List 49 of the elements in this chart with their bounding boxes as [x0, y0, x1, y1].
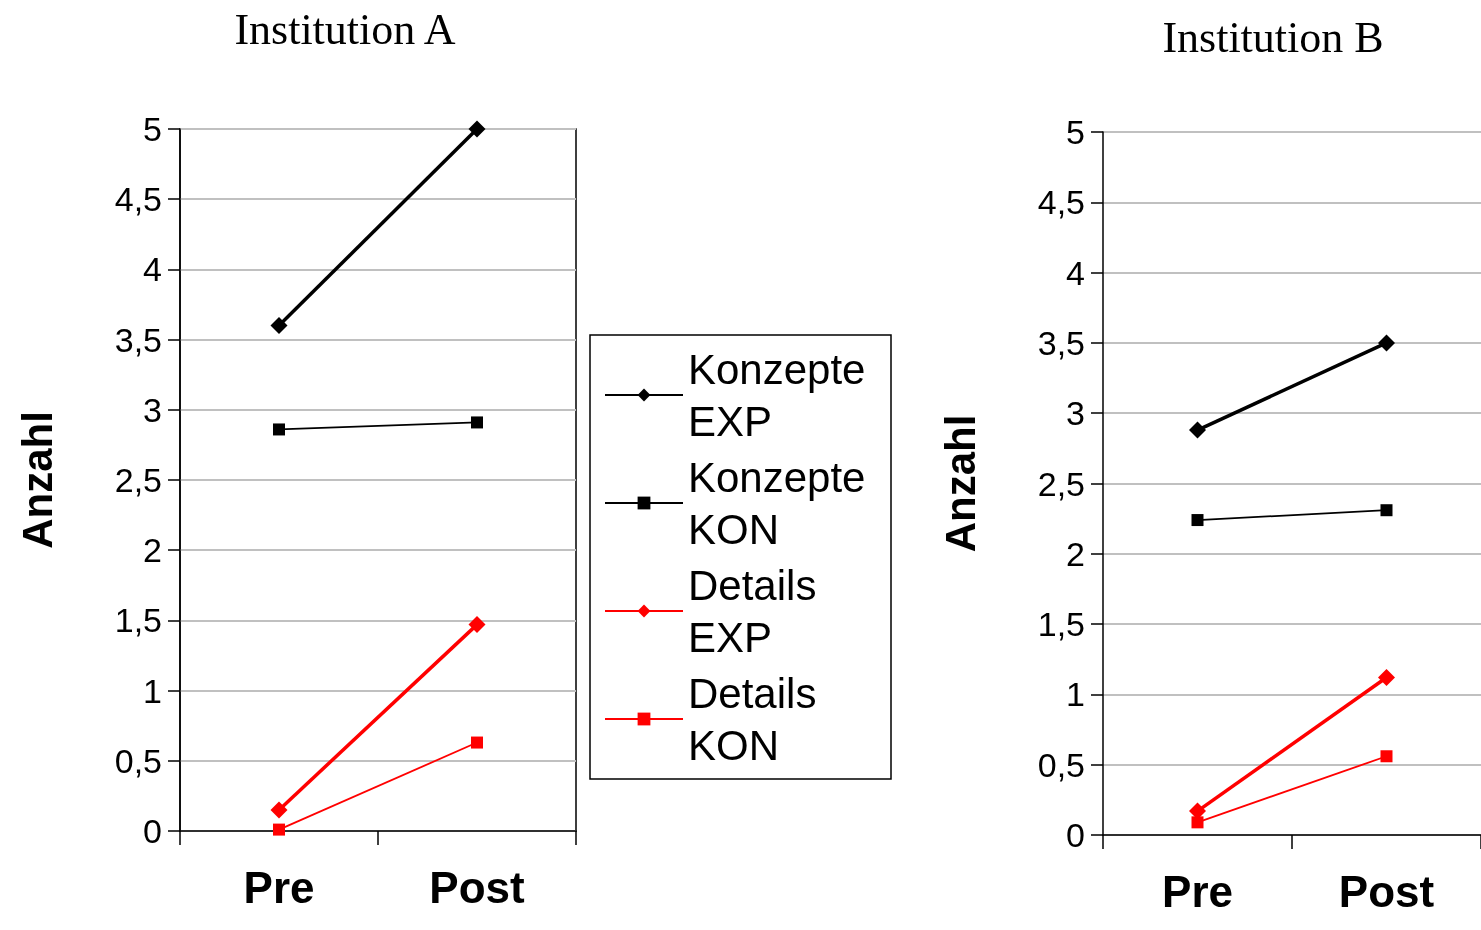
- y-tick-label: 4,5: [114, 180, 162, 219]
- chart-title: Institution A: [234, 4, 456, 54]
- y-tick-label: 3,5: [1037, 323, 1085, 362]
- x-tick-label: Post: [429, 862, 526, 912]
- y-tick-label: 1: [143, 671, 162, 710]
- y-tick-label: 1,5: [114, 601, 162, 640]
- y-tick-label: 3: [1066, 394, 1085, 433]
- point: [1380, 750, 1393, 763]
- y-tick-label: 5: [1066, 113, 1085, 151]
- legend-label: Konzepte EXP: [688, 345, 878, 445]
- y-tick-label: 1: [1066, 675, 1085, 714]
- point: [468, 120, 486, 138]
- point: [1191, 816, 1204, 829]
- y-tick-label: 0: [1066, 816, 1085, 854]
- y-tick-label: 5: [143, 110, 162, 148]
- legend-label: Details KON: [688, 669, 829, 769]
- y-tick-label: 3: [143, 390, 162, 429]
- y-axis-title: Anzahl: [13, 411, 61, 549]
- y-tick-label: 4: [143, 250, 162, 289]
- legend-label: Details EXP: [688, 561, 829, 661]
- y-tick-label: 4,5: [1037, 183, 1085, 222]
- point: [471, 416, 483, 429]
- point: [1378, 669, 1395, 687]
- chart-title: Institution B: [1162, 12, 1384, 62]
- point: [270, 801, 288, 819]
- point: [273, 423, 285, 436]
- y-tick-label: 2,5: [114, 461, 162, 499]
- point: [1189, 421, 1206, 439]
- y-tick-label: 0,5: [114, 741, 162, 780]
- y-tick-label: 2,5: [1037, 464, 1085, 503]
- y-tick-label: 1,5: [1037, 605, 1085, 644]
- point: [1380, 504, 1393, 517]
- point: [1191, 514, 1204, 527]
- y-tick-label: 3,5: [114, 320, 162, 359]
- point: [471, 736, 483, 749]
- point: [273, 823, 285, 836]
- x-tick-label: Pre: [1162, 866, 1233, 916]
- y-tick-label: 0: [143, 812, 162, 850]
- y-tick-label: 0,5: [1037, 745, 1085, 784]
- point: [270, 317, 288, 335]
- y-tick-label: 2: [1066, 534, 1085, 573]
- y-axis-title: Anzahl: [936, 414, 984, 553]
- legend-label: Konzepte KON: [688, 453, 878, 553]
- point: [468, 616, 486, 634]
- point: [1378, 334, 1395, 352]
- x-tick-label: Post: [1338, 866, 1435, 916]
- x-tick-label: Pre: [243, 862, 315, 912]
- y-tick-label: 2: [143, 531, 162, 570]
- y-tick-label: 4: [1066, 253, 1085, 292]
